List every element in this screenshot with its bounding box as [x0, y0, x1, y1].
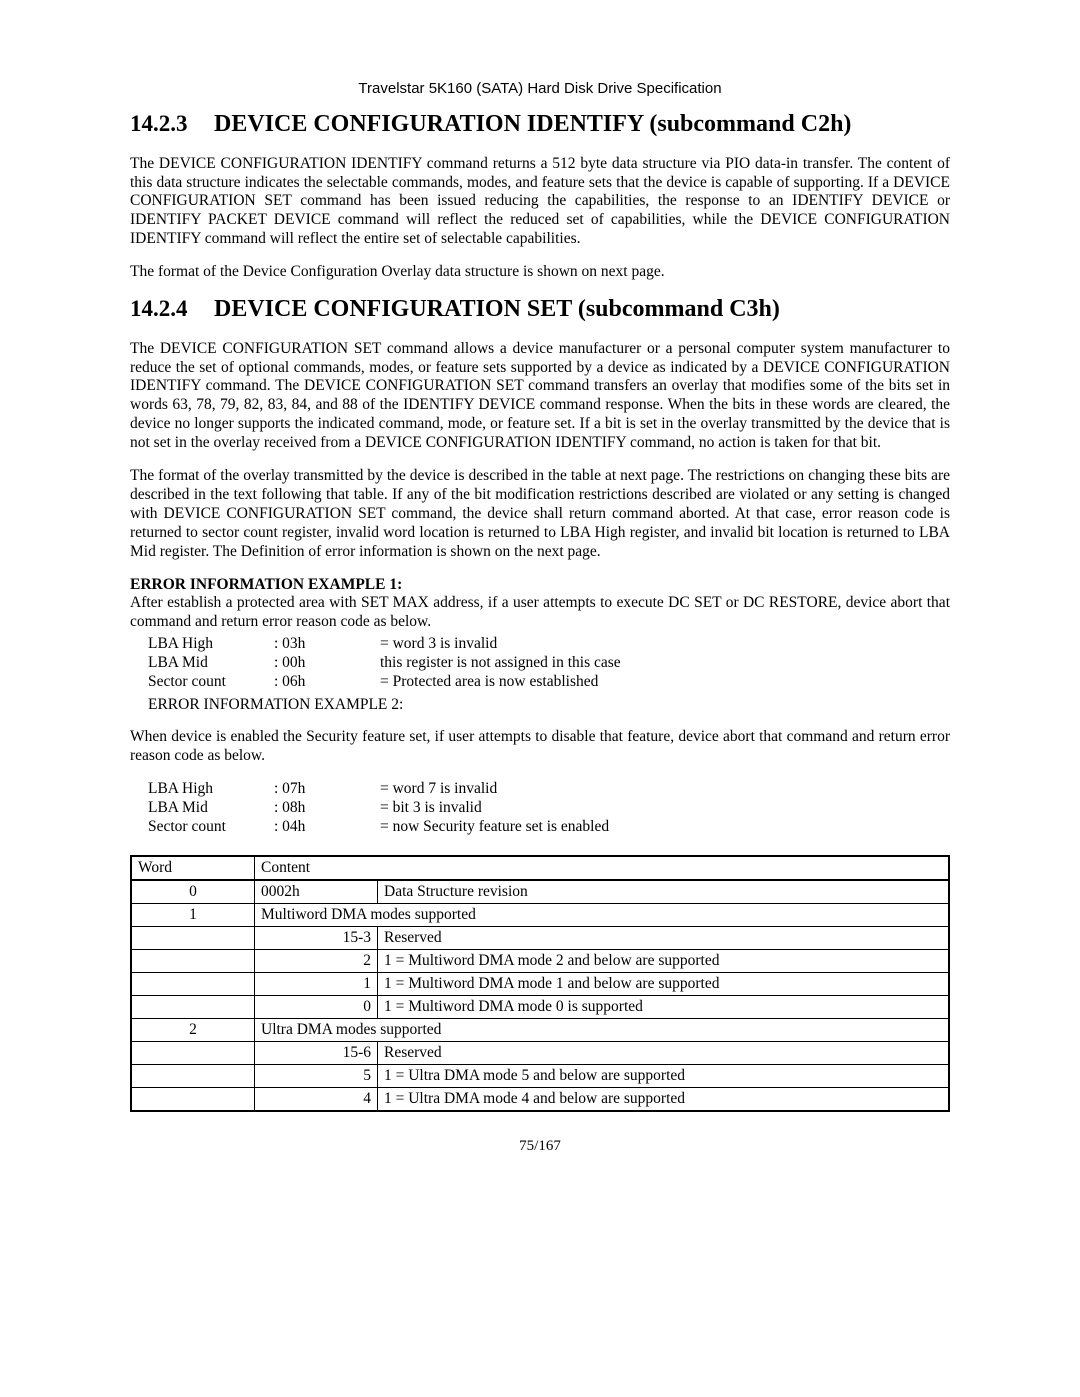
- bit-cell: 1: [255, 973, 378, 996]
- table-row: LBA High : 07h = word 7 is invalid: [148, 780, 615, 799]
- table-row: 41 = Ultra DMA mode 4 and below are supp…: [131, 1088, 949, 1112]
- table-row: LBA Mid : 00h this register is not assig…: [148, 654, 627, 673]
- section-14-2-3-heading: 14.2.3 DEVICE CONFIGURATION IDENTIFY (su…: [130, 111, 950, 139]
- table-row: 15-3Reserved: [131, 927, 949, 950]
- word-cell: [131, 927, 255, 950]
- table-row: 01 = Multiword DMA mode 0 is supported: [131, 996, 949, 1019]
- word-cell: 1: [131, 904, 255, 927]
- reg-meaning: = now Security feature set is enabled: [380, 818, 615, 837]
- table-row: 00002hData Structure revision: [131, 880, 949, 904]
- table-row: LBA High : 03h = word 3 is invalid: [148, 635, 627, 654]
- bit-cell: 15-3: [255, 927, 378, 950]
- paragraph: The format of the Device Configuration O…: [130, 263, 950, 282]
- table-row: 11 = Multiword DMA mode 1 and below are …: [131, 973, 949, 996]
- desc-cell: 1 = Multiword DMA mode 0 is supported: [378, 996, 950, 1019]
- section-number: 14.2.4: [130, 296, 214, 322]
- reg-val: : 03h: [274, 635, 380, 654]
- page-number: 75/167: [130, 1138, 950, 1155]
- reg-meaning: = bit 3 is invalid: [380, 799, 615, 818]
- table-row: 21 = Multiword DMA mode 2 and below are …: [131, 950, 949, 973]
- bit-cell: 2: [255, 950, 378, 973]
- bit-cell: 15-6: [255, 1042, 378, 1065]
- page: Travelstar 5K160 (SATA) Hard Disk Drive …: [0, 0, 1080, 1195]
- reg-name: LBA High: [148, 635, 274, 654]
- content-span-cell: Ultra DMA modes supported: [255, 1019, 950, 1042]
- reg-val: : 00h: [274, 654, 380, 673]
- word-cell: [131, 996, 255, 1019]
- page-header: Travelstar 5K160 (SATA) Hard Disk Drive …: [130, 80, 950, 97]
- word-cell: [131, 973, 255, 996]
- reg-name: LBA Mid: [148, 654, 274, 673]
- paragraph: The DEVICE CONFIGURATION IDENTIFY comman…: [130, 155, 950, 250]
- table-header-row: Word Content: [131, 856, 949, 880]
- bit-cell: 5: [255, 1065, 378, 1088]
- section-title: DEVICE CONFIGURATION IDENTIFY (subcomman…: [214, 111, 851, 139]
- paragraph: The format of the overlay transmitted by…: [130, 467, 950, 562]
- word-cell: 2: [131, 1019, 255, 1042]
- table-row: LBA Mid : 08h = bit 3 is invalid: [148, 799, 615, 818]
- reg-name: LBA Mid: [148, 799, 274, 818]
- word-cell: [131, 950, 255, 973]
- reg-val: : 04h: [274, 818, 380, 837]
- section-title: DEVICE CONFIGURATION SET (subcommand C3h…: [214, 296, 780, 324]
- example2-label: ERROR INFORMATION EXAMPLE 2:: [148, 696, 950, 714]
- content-span-cell: Multiword DMA modes supported: [255, 904, 950, 927]
- word-cell: 0: [131, 880, 255, 904]
- table-row: 2Ultra DMA modes supported: [131, 1019, 949, 1042]
- desc-cell: 1 = Ultra DMA mode 4 and below are suppo…: [378, 1088, 950, 1112]
- reg-val: : 08h: [274, 799, 380, 818]
- reg-name: Sector count: [148, 673, 274, 692]
- reg-meaning: = Protected area is now established: [380, 673, 627, 692]
- example1-title: ERROR INFORMATION EXAMPLE 1:: [130, 576, 950, 594]
- desc-cell: Reserved: [378, 927, 950, 950]
- section-number: 14.2.3: [130, 111, 214, 137]
- reg-meaning: this register is not assigned in this ca…: [380, 654, 627, 673]
- col-header-content: Content: [255, 856, 950, 880]
- table-row: Sector count : 04h = now Security featur…: [148, 818, 615, 837]
- desc-cell: Data Structure revision: [378, 880, 950, 904]
- table-row: 51 = Ultra DMA mode 5 and below are supp…: [131, 1065, 949, 1088]
- example2-desc: When device is enabled the Security feat…: [130, 728, 950, 766]
- data-structure-table: Word Content 00002hData Structure revisi…: [130, 855, 950, 1112]
- table-row: Sector count : 06h = Protected area is n…: [148, 673, 627, 692]
- example1-desc: After establish a protected area with SE…: [130, 594, 950, 632]
- reg-name: Sector count: [148, 818, 274, 837]
- desc-cell: 1 = Ultra DMA mode 5 and below are suppo…: [378, 1065, 950, 1088]
- table-row: 1Multiword DMA modes supported: [131, 904, 949, 927]
- table-row: 15-6Reserved: [131, 1042, 949, 1065]
- word-cell: [131, 1088, 255, 1112]
- bit-cell: 0: [255, 996, 378, 1019]
- desc-cell: 1 = Multiword DMA mode 1 and below are s…: [378, 973, 950, 996]
- reg-name: LBA High: [148, 780, 274, 799]
- word-cell: [131, 1065, 255, 1088]
- bit-cell: 4: [255, 1088, 378, 1112]
- reg-val: : 06h: [274, 673, 380, 692]
- reg-val: : 07h: [274, 780, 380, 799]
- reg-meaning: = word 7 is invalid: [380, 780, 615, 799]
- col-header-word: Word: [131, 856, 255, 880]
- reg-meaning: = word 3 is invalid: [380, 635, 627, 654]
- example1-register-table: LBA High : 03h = word 3 is invalid LBA M…: [148, 635, 627, 692]
- word-cell: [131, 1042, 255, 1065]
- example2-register-table: LBA High : 07h = word 7 is invalid LBA M…: [148, 780, 615, 837]
- paragraph: The DEVICE CONFIGURATION SET command all…: [130, 340, 950, 453]
- section-14-2-4-heading: 14.2.4 DEVICE CONFIGURATION SET (subcomm…: [130, 296, 950, 324]
- desc-cell: 1 = Multiword DMA mode 2 and below are s…: [378, 950, 950, 973]
- desc-cell: Reserved: [378, 1042, 950, 1065]
- bit-cell: 0002h: [255, 880, 378, 904]
